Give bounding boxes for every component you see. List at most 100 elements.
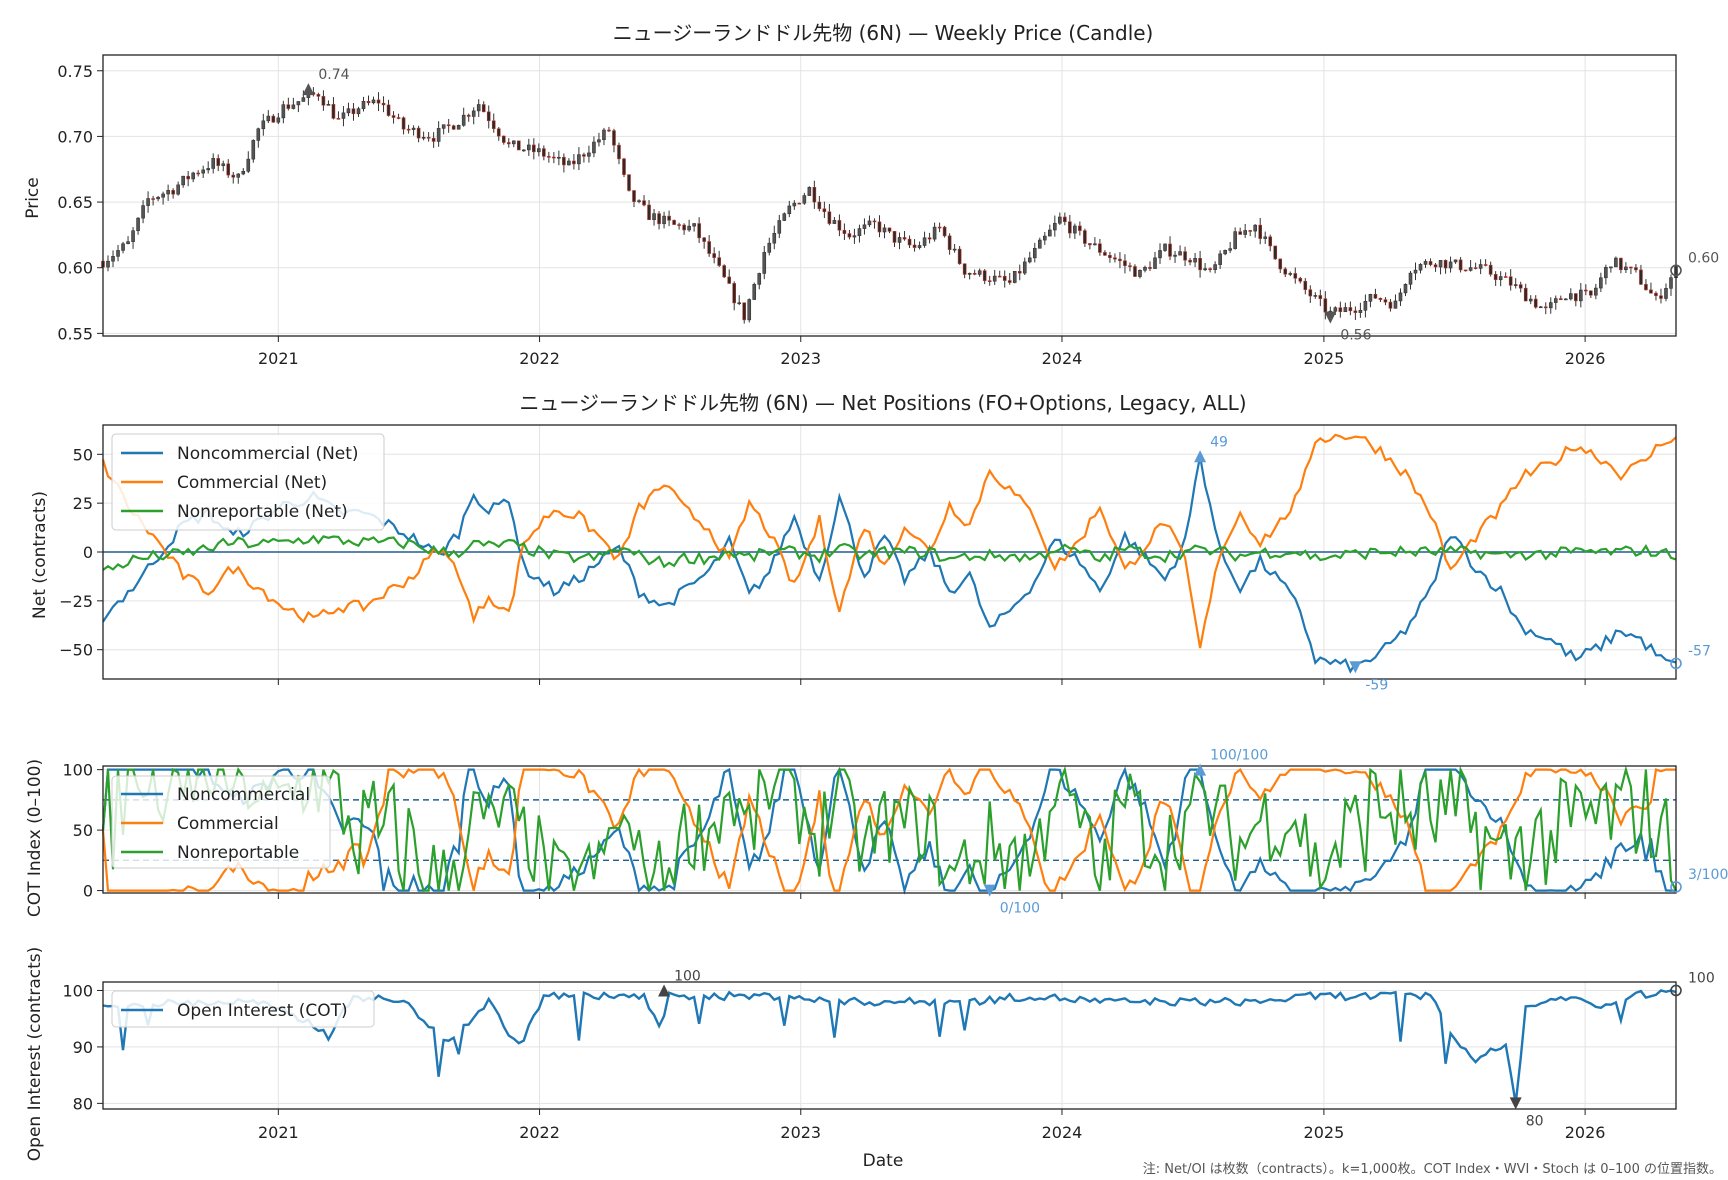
candle-body [757,273,762,285]
candle-body [767,242,772,253]
y-tick-label: 0.75 [57,62,93,81]
candle-body [1639,269,1643,285]
candle-body [1313,295,1318,297]
candle-body [1649,289,1653,294]
y-tick-label: 0 [83,882,93,901]
x-tick-label: 2025 [1304,1123,1345,1142]
candle-body [1513,284,1518,286]
candle-body [827,211,832,224]
candle-body [972,272,977,275]
candle-body [532,144,536,153]
max-annotation: 100/100 [1210,748,1268,764]
candle-body [897,237,902,243]
legend-noncommercial-net: Noncommercial (Net) [177,444,359,464]
max-annotation: 0.74 [318,67,349,83]
candle-body [1448,261,1453,269]
candle-body [1258,224,1263,239]
min-annotation: 80 [1526,1113,1544,1129]
candle-body [1188,259,1192,263]
candle-body [687,225,691,231]
candle-body [1218,253,1222,265]
candle-body [1373,294,1378,299]
candle-body [1579,289,1583,302]
candle-body [1428,261,1433,266]
candle-body [777,220,782,234]
last-marker [1670,657,1682,670]
candle-body [1483,264,1488,266]
candle-body [557,156,561,159]
candle-body [677,224,681,226]
cot-index-line-noncommercial [101,766,1676,895]
candle-body [216,158,221,166]
last-annotation: 100 [1688,970,1715,986]
candle-body [1323,298,1328,313]
candle-body [476,104,481,112]
candle-body [346,108,351,114]
candle-body [1518,284,1523,289]
candle-body [1183,251,1187,261]
candle-body [1193,257,1197,263]
candle-body [1073,225,1077,234]
candle-body [1543,306,1548,309]
candle-body [1178,251,1182,256]
candle-body [992,275,997,282]
candle-body [742,302,747,321]
candle-body [206,168,211,171]
candle-body [361,101,366,110]
candle-body [1654,292,1658,297]
last-marker [1670,984,1682,997]
candle-body [1168,243,1172,257]
candle-body [1138,269,1142,277]
y-tick-label: 50 [73,445,93,464]
candle-body [1553,298,1558,303]
candle-body [957,248,962,265]
candle-body [1263,236,1268,239]
candle-body [261,120,266,130]
x-tick-label: 2021 [258,1123,299,1142]
candle-body [251,140,256,160]
candle-body [1012,271,1017,283]
min-annotation: -59 [1365,677,1388,693]
candle-body [1308,289,1313,297]
candle-body [712,253,716,258]
y-tick-label: 0.70 [57,127,93,146]
candle-body [1158,250,1162,259]
candle-body [787,205,792,215]
candle-body [797,202,802,205]
candle-body [1083,230,1087,244]
candle-body [737,302,742,305]
candle-body [351,108,356,115]
candle-body [471,110,476,117]
x-tick-label: 2026 [1565,349,1606,368]
candle-body [1243,230,1247,235]
candle-body [852,235,857,238]
candle-body [126,241,130,245]
open-interest-panel: Open Interest (contracts) 2021 2022 2023 20… [25,947,1715,1171]
candle-body [271,115,276,123]
candle-body [211,158,216,169]
candle-body [662,215,666,225]
candle-body [1488,264,1493,275]
candle-body [562,156,566,166]
min-marker [1349,661,1362,674]
candle-body [1173,254,1177,257]
candle-body [542,148,546,157]
candle-body [1558,298,1563,301]
y-tick-label: 0.60 [57,259,93,278]
candle-body [1634,267,1638,271]
candle-body [1088,243,1092,246]
candle-body [411,127,416,130]
candle-body [772,232,777,244]
candle-body [1584,289,1588,292]
candle-body [847,233,852,238]
candle-body [386,104,391,116]
candle-body [1644,284,1648,291]
candle-body [1268,236,1273,247]
candle-body [1298,277,1303,282]
candle-body [396,117,401,119]
oi-plot-frame [102,981,1677,1110]
candle-body [1589,290,1593,296]
candle-body [597,139,601,143]
candle-body [1619,257,1623,271]
candle-body [1503,276,1508,278]
